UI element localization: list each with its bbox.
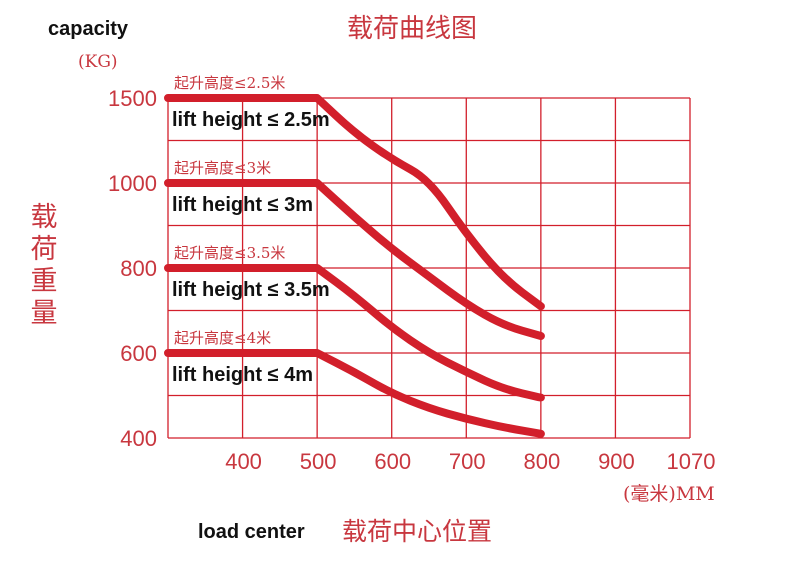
y-tick-label: 400 <box>120 426 157 451</box>
y-tick-label: 1500 <box>108 86 157 111</box>
x-tick-label: 600 <box>374 449 411 474</box>
x-tick-label: 900 <box>598 449 635 474</box>
y-axis-label-char: 载 <box>31 202 58 233</box>
x-tick-label: 800 <box>523 449 560 474</box>
chart-title: 载荷曲线图 <box>347 14 477 44</box>
series-labels: 起升高度≤2.5米 lift height ≤ 2.5m 起升高度≤3米 lift h… <box>172 74 330 386</box>
x-tick-label: 500 <box>300 449 337 474</box>
y-tick-label: 800 <box>120 256 157 281</box>
series-label-en: lift height ≤ 4m <box>172 364 313 386</box>
series-label-cn: 起升高度≤4米 <box>174 329 271 347</box>
y-tick-label: 600 <box>120 341 157 366</box>
series-curve <box>164 94 545 311</box>
x-tick-labels: 400 500 600 700 800 900 1070 <box>225 449 715 474</box>
y-axis-label-char: 荷 <box>31 234 58 265</box>
series-label-en: lift height ≤ 2.5m <box>172 109 330 131</box>
series-label-cn: 起升高度≤2.5米 <box>174 74 285 92</box>
series-label-cn: 起升高度≤3米 <box>174 159 271 177</box>
x-axis-unit: (毫米)MM <box>623 483 715 505</box>
series-curve <box>164 179 545 340</box>
series-curve <box>164 349 545 438</box>
y-axis-label-char: 重 <box>31 266 58 297</box>
y-axis-label-en: capacity <box>48 18 129 40</box>
series-label-cn: 起升高度≤3.5米 <box>174 244 285 262</box>
y-tick-labels: 1500 1000 800 600 400 <box>108 86 157 451</box>
series-label-en: lift height ≤ 3.5m <box>172 279 330 301</box>
series-curves <box>164 94 545 438</box>
x-tick-label: 1070 <box>667 449 716 474</box>
x-tick-label: 400 <box>225 449 262 474</box>
y-axis-unit: (KG) <box>78 52 118 72</box>
y-tick-label: 1000 <box>108 171 157 196</box>
series-label-en: lift height ≤ 3m <box>172 194 313 216</box>
series-curve <box>164 264 545 402</box>
x-axis-label-en: load center <box>198 521 305 543</box>
x-tick-label: 700 <box>449 449 486 474</box>
y-axis-label-char: 量 <box>31 298 58 329</box>
x-axis-label-cn: 载荷中心位置 <box>342 517 492 546</box>
